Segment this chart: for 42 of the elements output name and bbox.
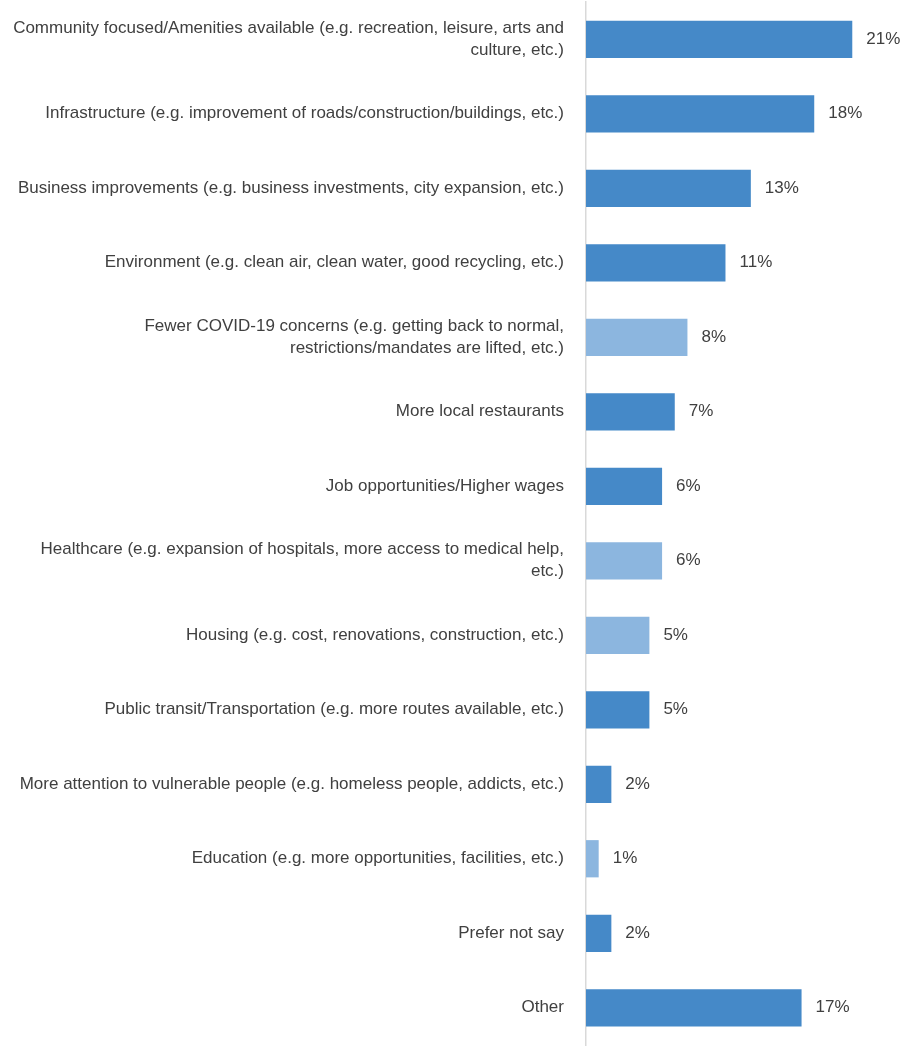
data-label: 17% [815,997,850,1017]
bar [586,244,726,282]
data-label: 2% [625,773,650,793]
data-label: 21% [866,28,901,48]
y-tick-label: Community focused/Amenities available (e.g. recreation, leisure, arts and culture, etc.) [13,17,564,59]
bar [586,989,802,1027]
y-tick-label: Healthcare (e.g. expansion of hospitals, more access to medical help, etc.) [40,539,564,581]
bar [586,840,599,878]
bar [586,914,612,952]
y-tick-label: Job opportunities/Higher wages [325,475,564,495]
bar [586,169,751,207]
y-tick-label: Other [521,997,565,1017]
data-label: 8% [701,326,727,346]
bar [586,765,612,803]
data-label: 6% [676,550,701,570]
bar [586,20,853,58]
data-label: 5% [663,624,688,644]
data-label: 11% [739,252,773,272]
bar [586,616,650,654]
y-tick-label: More attention to vulnerable people (e.g. homeless people, addicts, etc.) [19,773,564,793]
data-label: 18% [828,103,863,123]
data-label: 1% [612,848,638,868]
data-label: 13% [764,177,799,197]
bar [586,318,688,356]
y-tick-label: Education (e.g. more opportunities, facilities, etc.) [191,848,564,868]
y-tick-label: More local restaurants [395,401,564,421]
bar [586,542,663,580]
y-tick-label: Environment (e.g. clean air, clean water, good recycling, etc.) [104,252,564,272]
y-tick-label: Housing (e.g. cost, renovations, construction, etc.) [186,624,564,644]
y-tick-label: Prefer not say [458,922,565,942]
y-tick-label: Infrastructure (e.g. improvement of roads/construction/buildings, etc.) [45,103,564,123]
y-tick-label: Business improvements (e.g. business investments, city expansion, etc.) [17,177,564,197]
data-label: 5% [663,699,688,719]
y-tick-label: Public transit/Transportation (e.g. more routes available, etc.) [104,699,564,719]
data-label: 7% [688,401,714,421]
bar [586,467,663,505]
bar [586,691,650,729]
bar [586,95,815,133]
data-label: 2% [625,922,650,942]
y-tick-label: Fewer COVID-19 concerns (e.g. getting back to normal, restrictions/mandates are lifted, etc.) [144,315,564,357]
bar [586,393,675,431]
data-label: 6% [676,475,701,495]
